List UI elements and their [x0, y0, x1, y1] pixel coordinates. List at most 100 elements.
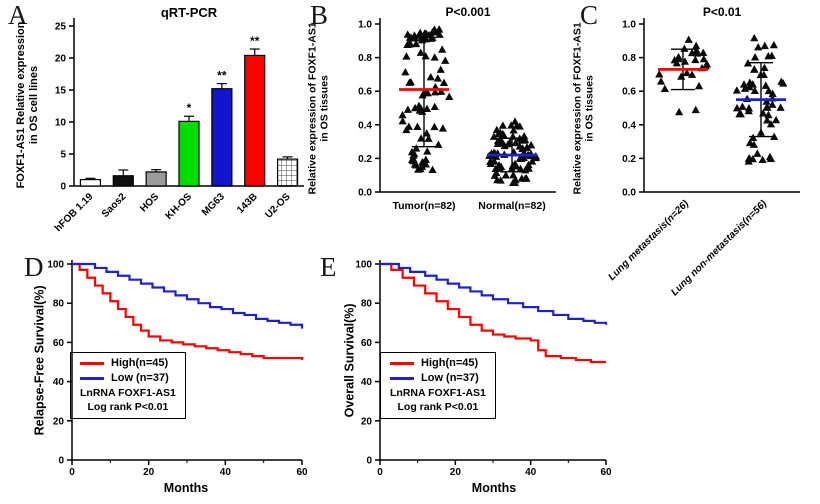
- km-curve-1: [380, 262, 608, 325]
- panel-letter-A: A: [8, 0, 28, 30]
- panelB-scatter-chart: 0.0 0.2 0.4 0.6 0.8 1.0 Tumor(n=82) Normal(n=82…: [358, 18, 556, 212]
- panel-letter-C: C: [580, 0, 599, 30]
- low-series-label: Low (n=37): [111, 372, 169, 384]
- low-series-label: Low (n=37): [421, 372, 479, 384]
- panel-A: A qRT-PCR FOXF1-AS1 Relative expression …: [6, 0, 311, 252]
- bar: [244, 54, 266, 187]
- bar-group-3: *: [178, 101, 200, 187]
- panelE-legend-row-low: Low (n=37): [390, 372, 486, 384]
- y-tick-label: 0.4: [358, 120, 372, 131]
- panelE-x-axis-label: Months: [471, 481, 517, 495]
- x-tick-label: KH-OS: [164, 191, 195, 222]
- x-tick-label: 143B: [235, 191, 260, 216]
- bar: [145, 171, 167, 187]
- y-tick-label: 20: [53, 416, 65, 427]
- panelE-legend: High(n=45) Low (n=37) LnRNA FOXF1-AS1 Lo…: [380, 352, 496, 419]
- y-tick-label: 60: [53, 338, 65, 349]
- bar: [112, 175, 134, 187]
- x-tick-label: 60: [296, 467, 308, 478]
- y-tick-label: 20: [55, 54, 67, 65]
- x-tick-label: 40: [220, 467, 232, 478]
- panelD-legend-row-high: High(n=45): [80, 357, 176, 369]
- x-group-label: Normal(n=82): [478, 200, 545, 212]
- y-tick-label: 0.6: [622, 87, 636, 98]
- km-curve-1: [72, 262, 304, 329]
- y-tick-label: 100: [47, 260, 64, 271]
- panelD-x-axis-label: Months: [163, 481, 209, 495]
- y-tick-label: 80: [361, 299, 373, 310]
- scatter-group-1: [485, 117, 541, 187]
- bar: [79, 179, 102, 187]
- x-tick-label: U2-OS: [263, 191, 293, 221]
- panelD-km-chart: 0 20 40 60 80 100 0 20 40 60: [47, 260, 308, 479]
- panelB-title: P<0.001: [445, 5, 491, 19]
- y-tick-label: 0.2: [358, 154, 372, 165]
- axes: 0 20 40 60 80 100 0 20 40 60: [47, 260, 308, 479]
- panelE-annotation-line1: LnRNA FOXF1-AS1: [390, 387, 486, 399]
- panel-D: D Relapse-Free Survival(%) 0 20 40 60 80 100 0…: [10, 252, 314, 504]
- x-tick-label: 60: [600, 467, 612, 478]
- y-tick-label: 15: [55, 86, 67, 97]
- scatter-group-1: [732, 33, 788, 165]
- y-tick-label: 0.8: [358, 53, 372, 64]
- axes: 0.0 0.2 0.4 0.6 0.8 1.0: [622, 18, 800, 199]
- y-tick-label: 0: [58, 456, 64, 467]
- y-tick-label: 25: [55, 22, 67, 33]
- x-group-label: Tumor(n=82): [392, 200, 455, 212]
- y-tick-label: 0.8: [622, 53, 636, 64]
- panel-letter-E: E: [320, 252, 337, 282]
- panelE-legend-row-high: High(n=45): [390, 357, 486, 369]
- axes: 0 5 10 15 20 25: [55, 18, 304, 193]
- y-tick-label: 0: [366, 456, 372, 467]
- y-tick-label: 5: [60, 150, 66, 161]
- high-series-swatch: [390, 361, 414, 365]
- panelD-annotation-line2: Log rank P<0.01: [87, 401, 169, 413]
- low-series-swatch: [390, 376, 414, 380]
- x-tick-label: 20: [143, 467, 155, 478]
- x-tick-label: 40: [525, 467, 537, 478]
- bar-group-6: [276, 156, 299, 187]
- x-tick-label: 0: [69, 467, 75, 478]
- high-series-label: High(n=45): [421, 357, 479, 369]
- x-tick-label: hFOB 1.19: [53, 191, 96, 234]
- scatter-group-0: [398, 25, 454, 174]
- y-tick-label: 40: [53, 377, 65, 388]
- significance-star: **: [217, 69, 227, 83]
- y-tick-label: 0.0: [358, 188, 372, 199]
- y-tick-label: 0.6: [358, 87, 372, 98]
- x-tick-label: 0: [377, 467, 383, 478]
- y-tick-label: 0.4: [622, 120, 636, 131]
- km-curve-0: [72, 262, 304, 361]
- panel-C: C P<0.01 Relative expression of FOXF1-AS…: [572, 0, 820, 330]
- significance-star: **: [250, 34, 260, 48]
- y-tick-label: 10: [55, 118, 67, 129]
- scatter-group-0: [655, 35, 712, 116]
- y-tick-label: 100: [355, 260, 372, 271]
- high-series-label: High(n=45): [111, 357, 169, 369]
- panelA-title: qRT-PCR: [160, 5, 218, 20]
- panelA-bar-chart: 0 5 10 15 20 25 hFOB 1.19 Saos2 HOS * KH-OS ** MG63 *…: [53, 18, 304, 234]
- y-tick-label: 60: [361, 338, 373, 349]
- x-tick-label: HOS: [138, 191, 161, 214]
- bar-group-5: **: [244, 34, 266, 187]
- bar: [178, 120, 200, 187]
- panel-E: E Overall Survival(%) 0 20 40 60 80 100 0 20 40 6…: [316, 252, 620, 504]
- km-curve-0: [380, 262, 606, 364]
- bar: [211, 88, 233, 187]
- y-tick-label: 20: [361, 416, 373, 427]
- panel-letter-D: D: [24, 252, 44, 282]
- x-tick-label: MG63: [200, 191, 227, 218]
- bar-group-2: [145, 169, 167, 187]
- high-series-swatch: [80, 361, 104, 365]
- y-tick-label: 40: [361, 377, 373, 388]
- x-tick-label: Saos2: [100, 191, 129, 220]
- y-tick-label: 1.0: [358, 20, 372, 31]
- y-tick-label: 0.0: [622, 188, 636, 199]
- significance-star: *: [187, 101, 192, 115]
- bar: [276, 158, 299, 187]
- panelE-km-chart: 0 20 40 60 80 100 0 20 40 60: [355, 260, 612, 479]
- y-tick-label: 1.0: [622, 20, 636, 31]
- panel-letter-B: B: [310, 0, 329, 30]
